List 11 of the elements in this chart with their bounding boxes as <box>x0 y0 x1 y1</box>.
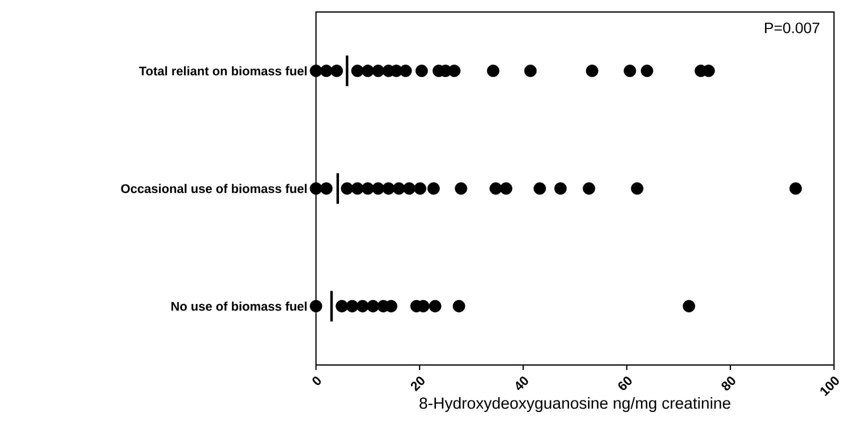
x-tick-label: 80 <box>722 376 736 390</box>
y-tick-label: Occasional use of biomass fuel <box>121 184 307 194</box>
x-axis-title: 8-Hydroxydeoxyguanosine ng/mg creatinine <box>420 397 730 412</box>
x-tick-label: 20 <box>410 376 424 392</box>
x-tick-label: 100 <box>820 376 839 396</box>
y-tick-label: No use of biomass fuel <box>171 302 307 311</box>
annotation: P=0.007 <box>765 22 820 34</box>
x-tick-label: 0 <box>312 376 321 385</box>
x-tick-label: 40 <box>516 376 528 390</box>
y-tick-label: Total reliant on biomass fuel <box>139 66 307 76</box>
x-tick-label: 60 <box>618 376 632 390</box>
